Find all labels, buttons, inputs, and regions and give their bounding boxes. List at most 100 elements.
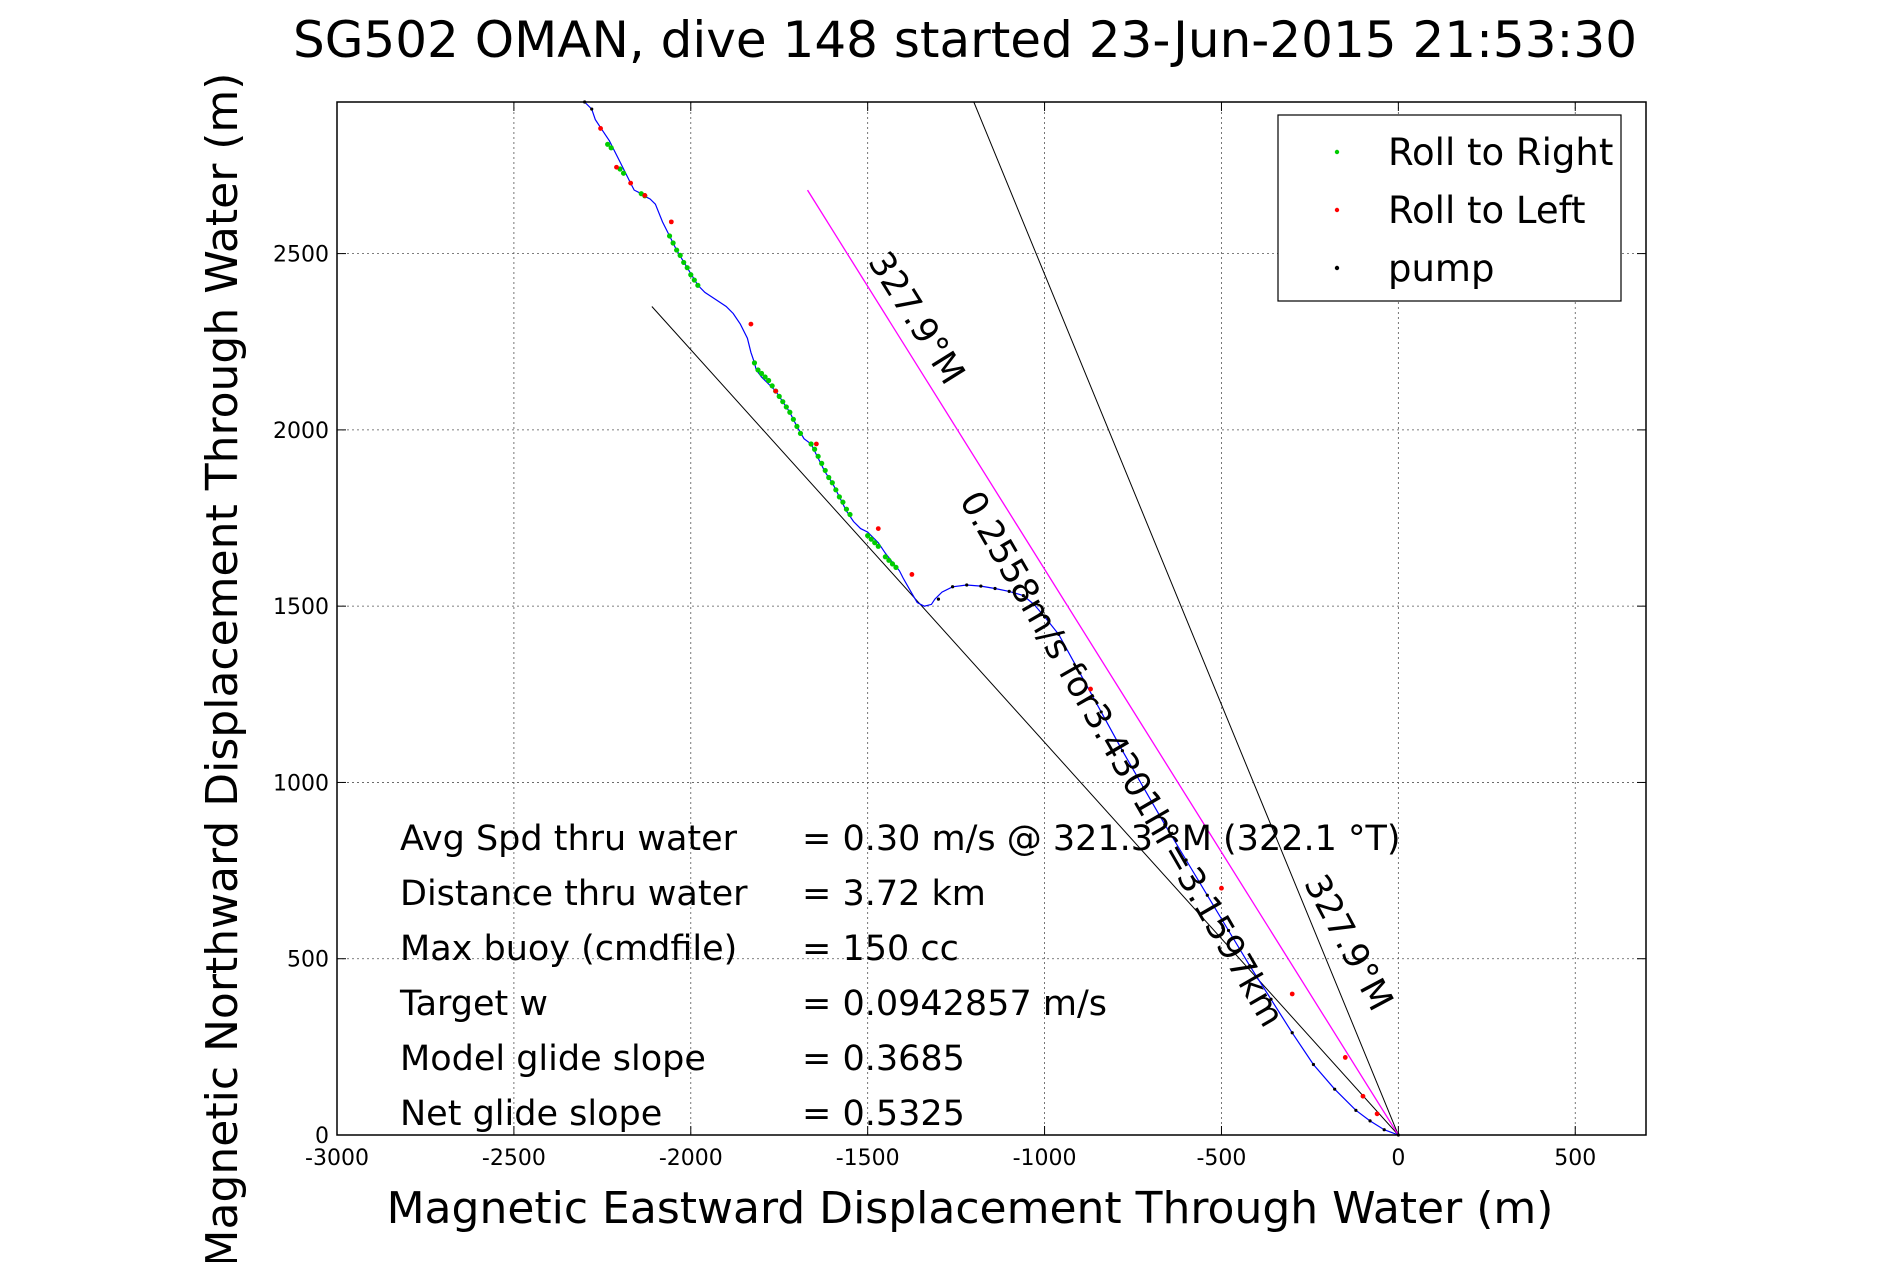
bound-line	[651, 306, 1399, 1136]
roll-left-point	[909, 572, 915, 577]
roll-right-point	[865, 533, 871, 539]
roll-right-point	[605, 141, 611, 147]
roll-right-point	[787, 409, 793, 415]
roll-right-point	[886, 557, 892, 563]
roll-right-point	[688, 272, 694, 278]
legend-marker-roll-right	[1334, 149, 1340, 155]
pump-point	[1269, 997, 1273, 1001]
y-axis-ticks: 0 500 1000 1500 2000 2500	[273, 243, 1646, 1149]
pump-point	[1099, 710, 1103, 714]
roll-right-point	[769, 383, 775, 389]
pump-point	[1057, 632, 1061, 636]
roll-left-point	[642, 193, 648, 198]
roll-right-point	[751, 360, 758, 366]
roll-right-point	[829, 480, 835, 486]
x-axis-ticks: -3000 -2500 -2000 -1500 -1000 -500 0 500	[305, 102, 1596, 1171]
roll-right-point	[812, 446, 818, 452]
stat-label: Max buoy (cmdfile)	[400, 929, 737, 969]
x-tick-label: -2000	[659, 1146, 723, 1171]
roll-right-point	[608, 145, 614, 151]
roll-right-point	[889, 561, 896, 567]
roll-right-point	[776, 393, 782, 399]
roll-right-point	[822, 467, 828, 474]
pump-point	[1354, 1108, 1358, 1112]
roll-right-point	[847, 511, 853, 518]
x-tick-label: 0	[1391, 1146, 1405, 1171]
roll-left-point	[1342, 1055, 1348, 1060]
pump-point	[1382, 1128, 1386, 1132]
heading-line-segment	[806, 189, 1399, 1136]
roll-right-point	[836, 494, 842, 500]
y-tick-label: 0	[315, 1124, 329, 1149]
pump-point	[1078, 671, 1082, 675]
x-tick-label: -500	[1196, 1146, 1246, 1171]
roll-left-points	[598, 126, 1380, 1117]
bound-lines	[651, 101, 1399, 1136]
pump-point	[1184, 858, 1188, 862]
roll-left-point	[1219, 885, 1224, 891]
x-tick-label: -1000	[1013, 1146, 1077, 1171]
legend-marker-pump	[1334, 265, 1340, 271]
pump-point	[1042, 615, 1047, 619]
roll-left-point	[1289, 991, 1295, 997]
pump-point	[1142, 786, 1146, 790]
x-tick-label: -2500	[482, 1146, 546, 1171]
pump-point	[1226, 928, 1231, 933]
roll-right-point	[695, 282, 701, 288]
roll-left-point	[598, 126, 603, 131]
pump-points	[583, 100, 1400, 1137]
x-axis-label: Magnetic Eastward Displacement Through W…	[387, 1183, 1554, 1234]
stat-value: = 0.3685	[802, 1039, 965, 1079]
roll-right-point	[681, 259, 687, 266]
stat-label: Model glide slope	[400, 1039, 706, 1079]
stat-value: = 0.5325	[802, 1094, 965, 1134]
legend-marker-roll-left	[1334, 207, 1340, 213]
roll-right-point	[826, 474, 832, 481]
stat-label: Target w	[399, 984, 548, 1024]
roll-right-point	[674, 247, 680, 253]
pump-point	[1205, 893, 1209, 897]
roll-left-point	[813, 441, 819, 447]
legend-label-roll-left: Roll to Left	[1388, 189, 1586, 232]
roll-right-point	[882, 554, 888, 560]
y-tick-label: 1000	[273, 771, 329, 796]
roll-right-point	[780, 399, 786, 405]
roll-right-point	[691, 277, 697, 283]
roll-right-point	[677, 252, 683, 258]
pump-point	[590, 107, 594, 111]
roll-right-point	[819, 460, 825, 466]
pump-point	[936, 597, 941, 601]
legend-label-roll-right: Roll to Right	[1388, 131, 1613, 174]
pump-point	[965, 583, 969, 587]
roll-right-point	[797, 430, 804, 437]
roll-right-point	[815, 453, 821, 459]
roll-left-point	[748, 321, 754, 327]
stat-label: Distance thru water	[400, 874, 748, 914]
stat-label: Avg Spd thru water	[400, 819, 738, 859]
pump-point	[1333, 1087, 1337, 1091]
legend-label-pump: pump	[1388, 247, 1494, 290]
stat-value: = 0.30 m/s @ 321.3 °M (322.1 °T)	[802, 819, 1401, 859]
roll-right-point	[670, 240, 676, 246]
pump-point	[950, 585, 955, 589]
stat-value: = 150 cc	[802, 929, 959, 969]
pump-point	[1163, 823, 1167, 827]
roll-left-point	[614, 164, 619, 170]
legend-box	[1277, 114, 1622, 302]
roll-right-point	[755, 367, 761, 373]
roll-right-point	[808, 441, 814, 447]
pump-point	[1032, 602, 1036, 606]
stat-value: = 3.72 km	[802, 874, 986, 914]
roll-left-point	[773, 388, 779, 394]
y-tick-label: 500	[287, 948, 329, 973]
pump-point	[1311, 1062, 1316, 1067]
legend: Roll to Right Roll to Left pump	[1277, 114, 1622, 302]
roll-left-point	[1360, 1093, 1366, 1099]
roll-right-point	[875, 543, 881, 549]
roll-left-point	[1088, 686, 1093, 692]
pump-point	[979, 584, 983, 588]
x-tick-label: -3000	[305, 1146, 369, 1171]
stat-label: Net glide slope	[400, 1094, 662, 1134]
roll-right-point	[766, 377, 772, 384]
